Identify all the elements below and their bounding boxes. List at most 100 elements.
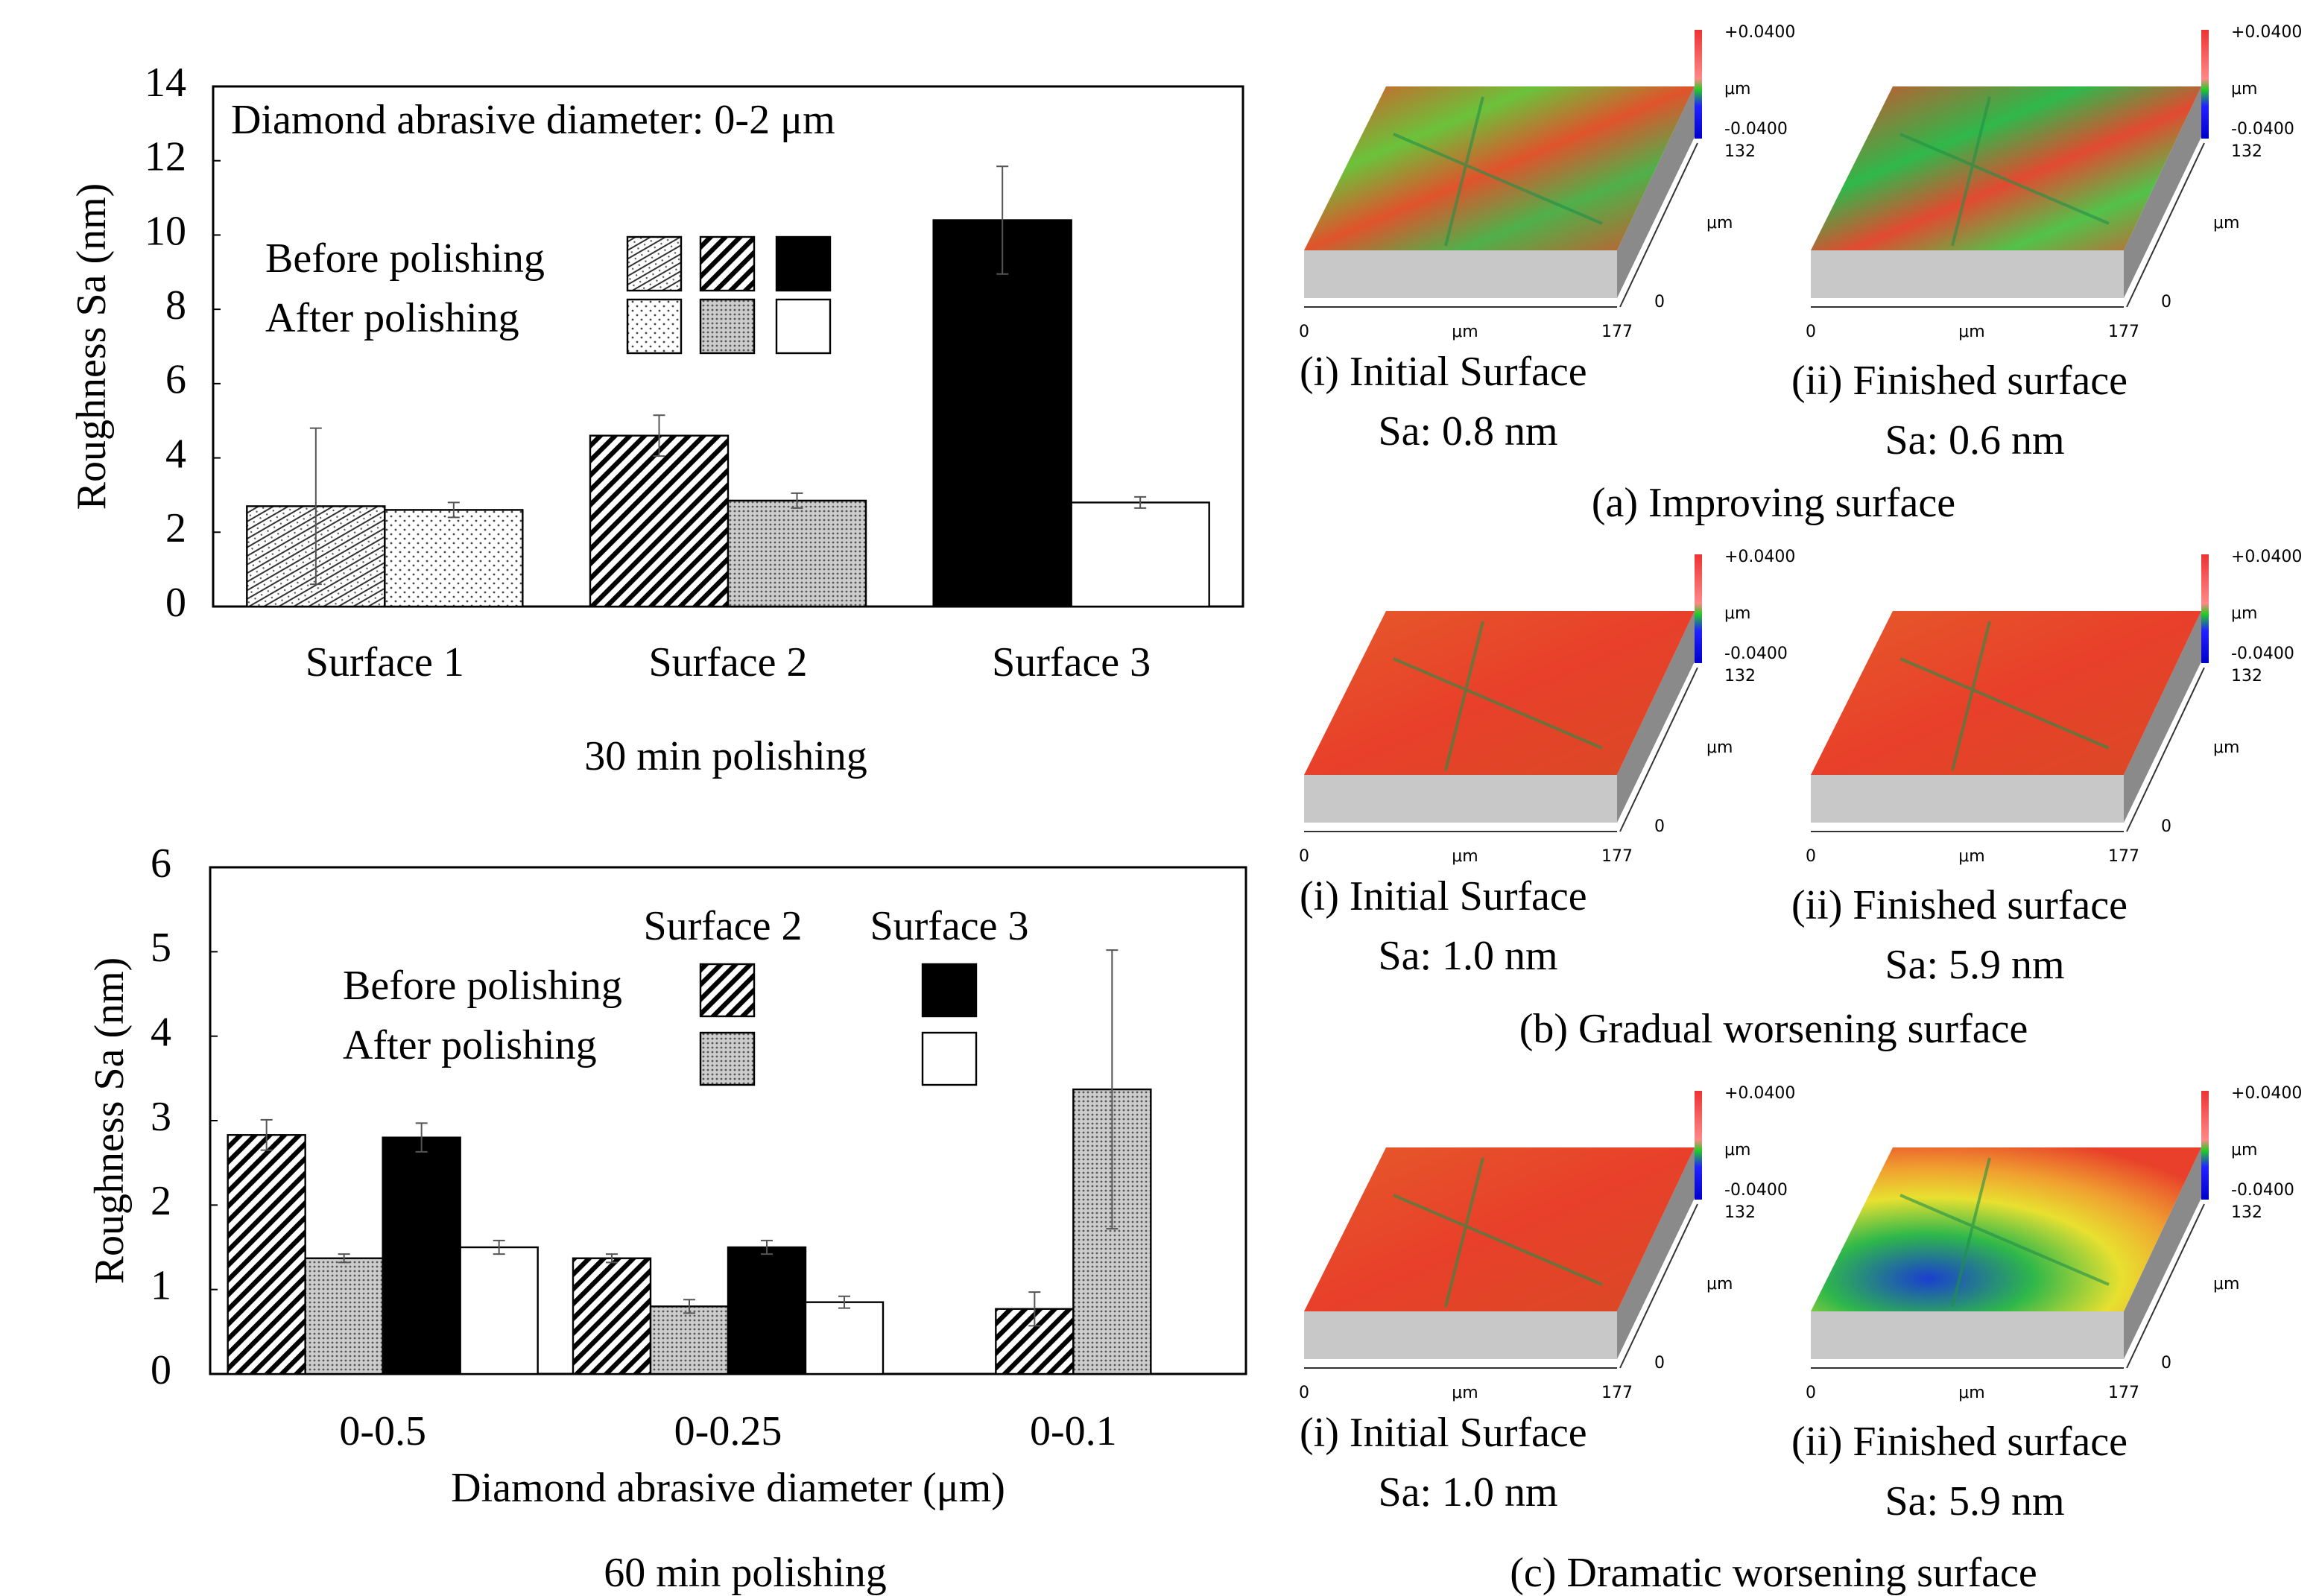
scale-height: 132 (1724, 667, 1756, 685)
y-tick-label: 3 (151, 1094, 171, 1140)
legend-swatch (627, 300, 681, 353)
panel-caption: (c) Dramatic worsening surface (1510, 1550, 2037, 1596)
y-start: 0 (2161, 817, 2171, 836)
bar (383, 1138, 461, 1374)
scale-unit: μm (1724, 80, 1750, 98)
y-unit: μm (1706, 214, 1733, 232)
x-start: 0 (1806, 1384, 1816, 1402)
image-sa: Sa: 5.9 nm (1885, 942, 2064, 988)
bar (1072, 502, 1209, 607)
y-start: 0 (1654, 1354, 1665, 1372)
scale-height: 132 (1724, 142, 1756, 161)
scale-min: -0.0400 (2231, 645, 2294, 663)
y-unit: μm (2213, 738, 2239, 757)
y-start: 0 (1654, 293, 1665, 311)
bar (385, 510, 522, 607)
y-tick-label: 2 (165, 505, 186, 551)
scale-max: +0.0400 (1724, 1084, 1795, 1103)
scale-max: +0.0400 (1724, 548, 1795, 566)
x-unit: μm (1958, 323, 1984, 341)
image-label: (ii) Finished surface (1791, 882, 2128, 928)
y-tick-label: 4 (165, 431, 186, 477)
legend-column: Surface 2 (643, 903, 802, 949)
scale-height: 132 (2231, 667, 2262, 685)
scale-unit: μm (2231, 80, 2257, 98)
color-scale (1695, 30, 1702, 139)
scale-unit: μm (2231, 1141, 2257, 1159)
y-tick-label: 1 (151, 1263, 171, 1309)
image-label: (i) Initial Surface (1300, 349, 1587, 395)
bar (806, 1302, 883, 1374)
y-tick-label: 8 (165, 282, 186, 329)
x-axis-label: Diamond abrasive diameter (μm) (451, 1465, 1005, 1511)
y-axis-label: Roughness Sa (nm) (86, 957, 133, 1285)
surface-front (1304, 775, 1617, 823)
x-end: 177 (2108, 323, 2139, 341)
x-end: 177 (1601, 1384, 1633, 1402)
legend-swatch (627, 237, 681, 291)
caption: 60 min polishing (604, 1550, 887, 1596)
image-sa: Sa: 1.0 nm (1378, 1469, 1557, 1516)
bar (728, 501, 866, 607)
bar (934, 220, 1072, 607)
legend-label: Before polishing (265, 235, 545, 282)
surface-front (1811, 250, 2124, 298)
scale-min: -0.0400 (1724, 645, 1788, 663)
y-tick-label: 0 (151, 1347, 171, 1393)
scale-max: +0.0400 (1724, 23, 1795, 42)
bar (306, 1258, 383, 1374)
scale-min: -0.0400 (1724, 120, 1788, 139)
scale-height: 132 (1724, 1203, 1756, 1222)
figure: 02468101214Roughness Sa (nm)Surface 1Sur… (0, 0, 2322, 1596)
x-start: 0 (1806, 847, 1816, 866)
panel-caption: (b) Gradual worsening surface (1519, 1006, 2028, 1052)
surface-front (1304, 1311, 1617, 1359)
color-scale (1695, 554, 1702, 663)
legend-swatch (700, 1033, 754, 1085)
x-end: 177 (1601, 323, 1633, 341)
color-scale (2201, 554, 2209, 663)
legend-swatch (700, 237, 754, 291)
y-start: 0 (2161, 293, 2171, 311)
surface-front (1811, 1311, 2124, 1359)
y-unit: μm (2213, 214, 2239, 232)
y-start: 0 (2161, 1354, 2171, 1372)
x-end: 177 (2108, 847, 2139, 866)
scale-max: +0.0400 (2231, 1084, 2302, 1103)
color-scale (2201, 30, 2209, 139)
bar (590, 436, 728, 607)
bar (651, 1306, 728, 1374)
legend-row: Before polishing (343, 963, 622, 1009)
scale-min: -0.0400 (1724, 1181, 1788, 1200)
scale-min: -0.0400 (2231, 120, 2294, 139)
x-unit: μm (1452, 847, 1478, 866)
bar (461, 1247, 538, 1374)
x-end: 177 (2108, 1384, 2139, 1402)
y-unit: μm (1706, 1275, 1733, 1293)
y-tick-label: 10 (145, 208, 186, 254)
x-tick-label: 0-0.1 (1030, 1408, 1117, 1454)
x-tick-label: Surface 1 (306, 639, 464, 685)
x-end: 177 (1601, 847, 1633, 866)
y-tick-label: 6 (151, 840, 171, 887)
legend-column: Surface 3 (870, 903, 1028, 949)
image-label: (i) Initial Surface (1300, 873, 1587, 919)
legend-swatch (776, 300, 830, 353)
x-start: 0 (1299, 1384, 1309, 1402)
y-tick-label: 5 (151, 925, 171, 971)
scale-height: 132 (2231, 142, 2262, 161)
legend-swatch (923, 1033, 976, 1085)
legend-swatch (700, 300, 754, 353)
scale-height: 132 (2231, 1203, 2262, 1222)
bar (728, 1247, 806, 1374)
y-unit: μm (2213, 1275, 2239, 1293)
scale-min: -0.0400 (2231, 1181, 2294, 1200)
x-tick-label: Surface 3 (992, 639, 1151, 685)
x-start: 0 (1299, 847, 1309, 866)
annotation: Diamond abrasive diameter: 0-2 μm (231, 97, 835, 143)
y-tick-label: 14 (145, 60, 186, 106)
legend-swatch (776, 237, 830, 291)
y-tick-label: 6 (165, 357, 186, 403)
x-tick-label: 0-0.5 (339, 1408, 426, 1454)
bar (573, 1258, 651, 1374)
